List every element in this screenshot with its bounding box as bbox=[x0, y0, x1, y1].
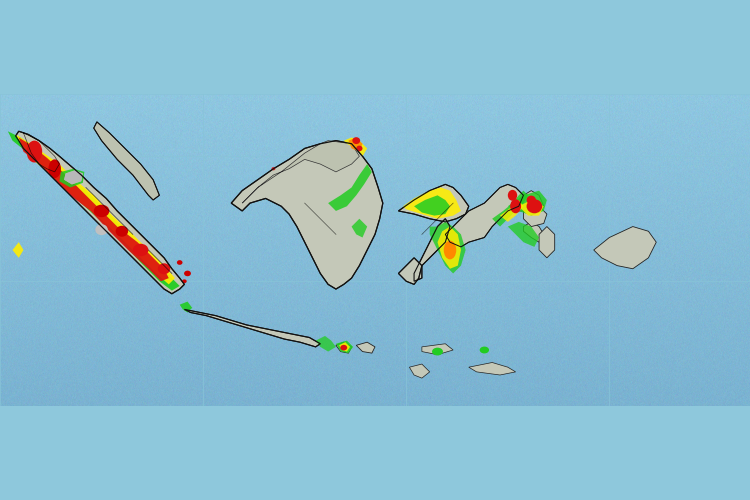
Ellipse shape bbox=[26, 140, 42, 162]
Polygon shape bbox=[430, 222, 466, 274]
Polygon shape bbox=[180, 302, 192, 312]
Ellipse shape bbox=[340, 345, 347, 350]
Polygon shape bbox=[316, 336, 336, 351]
Polygon shape bbox=[16, 134, 175, 284]
Polygon shape bbox=[437, 226, 461, 269]
Ellipse shape bbox=[526, 199, 542, 214]
Polygon shape bbox=[231, 140, 382, 289]
Polygon shape bbox=[398, 184, 469, 222]
Polygon shape bbox=[328, 164, 372, 211]
Polygon shape bbox=[508, 190, 544, 216]
Polygon shape bbox=[508, 222, 539, 247]
Polygon shape bbox=[500, 200, 523, 222]
Polygon shape bbox=[446, 184, 524, 247]
Ellipse shape bbox=[510, 199, 521, 214]
Polygon shape bbox=[410, 364, 430, 378]
Ellipse shape bbox=[116, 226, 128, 236]
Polygon shape bbox=[64, 170, 82, 184]
Ellipse shape bbox=[480, 346, 489, 354]
Polygon shape bbox=[524, 222, 544, 242]
Ellipse shape bbox=[49, 160, 61, 178]
Polygon shape bbox=[398, 258, 422, 284]
Polygon shape bbox=[594, 226, 656, 269]
Polygon shape bbox=[64, 170, 82, 184]
Ellipse shape bbox=[272, 167, 275, 170]
Polygon shape bbox=[339, 342, 350, 351]
Polygon shape bbox=[414, 219, 450, 281]
Polygon shape bbox=[356, 342, 375, 353]
Polygon shape bbox=[184, 310, 320, 347]
Ellipse shape bbox=[352, 137, 360, 144]
Polygon shape bbox=[13, 242, 23, 258]
Polygon shape bbox=[492, 190, 528, 226]
Ellipse shape bbox=[356, 146, 362, 151]
Polygon shape bbox=[519, 200, 544, 216]
Polygon shape bbox=[404, 188, 461, 219]
Ellipse shape bbox=[94, 204, 110, 217]
Ellipse shape bbox=[133, 244, 148, 256]
Ellipse shape bbox=[508, 190, 518, 201]
Ellipse shape bbox=[184, 270, 191, 276]
Polygon shape bbox=[422, 344, 453, 354]
Ellipse shape bbox=[526, 196, 536, 204]
Ellipse shape bbox=[182, 280, 187, 283]
Ellipse shape bbox=[444, 240, 456, 260]
Polygon shape bbox=[524, 206, 547, 227]
Polygon shape bbox=[349, 138, 362, 151]
Polygon shape bbox=[508, 190, 547, 216]
Ellipse shape bbox=[158, 264, 170, 274]
Polygon shape bbox=[19, 138, 169, 281]
Polygon shape bbox=[344, 138, 368, 156]
Polygon shape bbox=[242, 140, 359, 203]
Polygon shape bbox=[16, 131, 184, 294]
Polygon shape bbox=[94, 122, 159, 200]
Polygon shape bbox=[352, 219, 368, 238]
Polygon shape bbox=[59, 169, 84, 188]
Ellipse shape bbox=[177, 260, 182, 265]
Polygon shape bbox=[8, 131, 180, 290]
Polygon shape bbox=[469, 362, 516, 375]
Polygon shape bbox=[539, 226, 555, 258]
Polygon shape bbox=[414, 196, 450, 216]
Polygon shape bbox=[336, 340, 353, 353]
Ellipse shape bbox=[432, 348, 443, 356]
Polygon shape bbox=[336, 342, 352, 353]
Ellipse shape bbox=[95, 224, 108, 235]
